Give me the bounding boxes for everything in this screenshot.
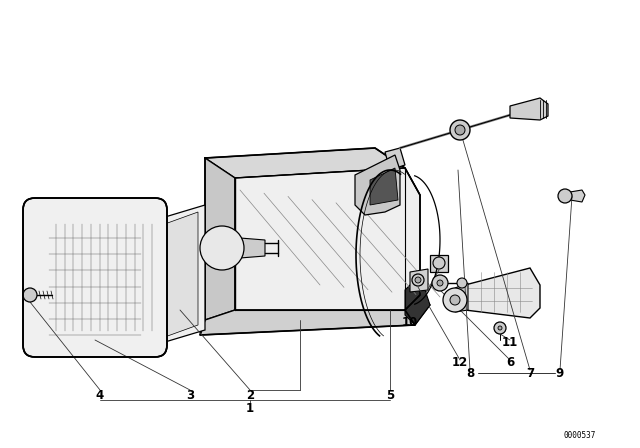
Polygon shape xyxy=(355,155,400,215)
Circle shape xyxy=(200,226,244,270)
Circle shape xyxy=(558,189,572,203)
Circle shape xyxy=(415,277,421,283)
Text: 2: 2 xyxy=(246,388,254,401)
Text: 12: 12 xyxy=(452,356,468,369)
Circle shape xyxy=(23,288,37,302)
Circle shape xyxy=(443,288,467,312)
Circle shape xyxy=(457,278,467,288)
Text: 3: 3 xyxy=(186,388,194,401)
FancyBboxPatch shape xyxy=(23,198,167,357)
Polygon shape xyxy=(358,190,390,208)
Polygon shape xyxy=(385,148,405,170)
Polygon shape xyxy=(370,168,398,205)
Text: 9: 9 xyxy=(556,366,564,379)
Polygon shape xyxy=(200,295,430,335)
Polygon shape xyxy=(205,158,235,320)
Polygon shape xyxy=(162,212,198,338)
Circle shape xyxy=(432,275,448,291)
Circle shape xyxy=(412,274,424,286)
Text: 4: 4 xyxy=(96,388,104,401)
Polygon shape xyxy=(235,168,420,310)
Text: 0000537: 0000537 xyxy=(564,431,596,439)
Polygon shape xyxy=(570,190,585,202)
Polygon shape xyxy=(205,148,405,178)
Text: 8: 8 xyxy=(466,366,474,379)
Circle shape xyxy=(450,295,460,305)
Circle shape xyxy=(450,120,470,140)
Circle shape xyxy=(455,125,465,135)
Polygon shape xyxy=(465,268,540,318)
Polygon shape xyxy=(455,283,468,312)
Circle shape xyxy=(433,257,445,269)
Polygon shape xyxy=(510,98,548,120)
Text: 7: 7 xyxy=(526,366,534,379)
Polygon shape xyxy=(155,205,205,345)
Polygon shape xyxy=(430,255,448,272)
Polygon shape xyxy=(410,269,428,292)
Polygon shape xyxy=(405,275,430,325)
Circle shape xyxy=(494,322,506,334)
Text: 10: 10 xyxy=(402,315,418,328)
Text: 11: 11 xyxy=(502,336,518,349)
Polygon shape xyxy=(240,238,265,258)
Circle shape xyxy=(437,280,443,286)
Text: 1: 1 xyxy=(246,401,254,414)
Circle shape xyxy=(498,326,502,330)
Text: 5: 5 xyxy=(386,388,394,401)
Text: 6: 6 xyxy=(506,356,514,369)
